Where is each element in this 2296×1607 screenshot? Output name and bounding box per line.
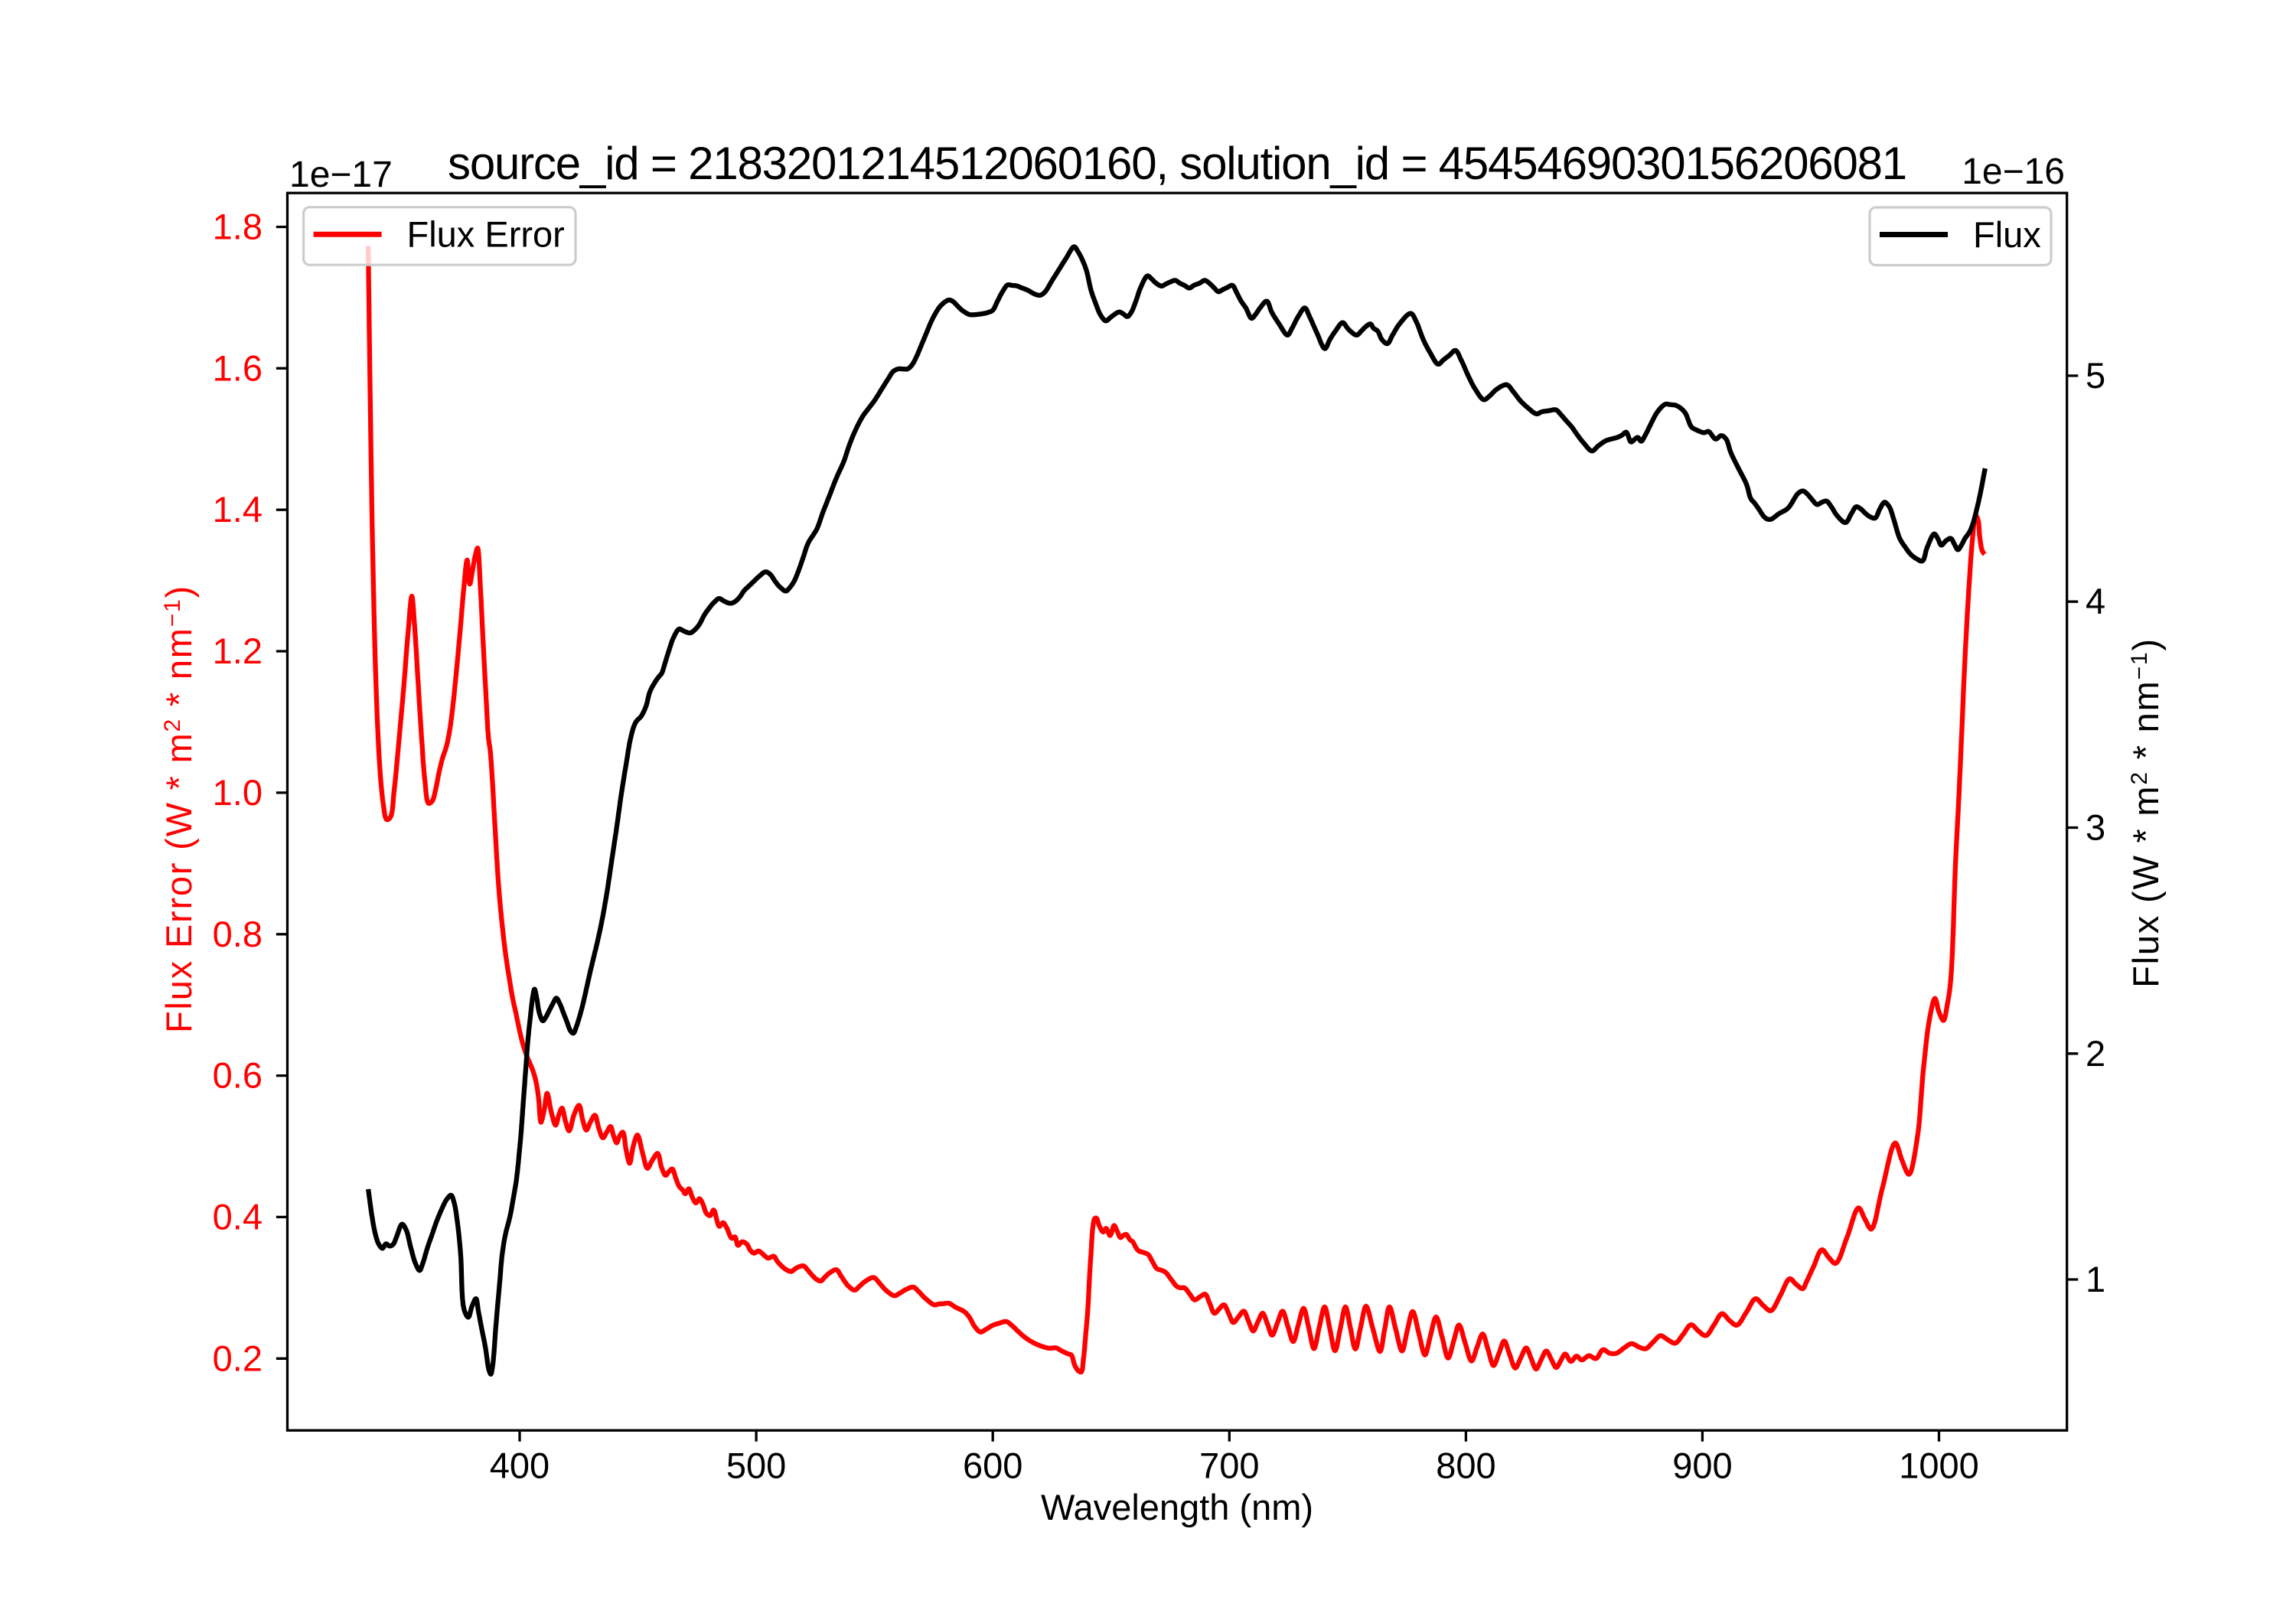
svg-text:1.4: 1.4 xyxy=(213,489,263,530)
svg-text:5: 5 xyxy=(2086,355,2105,396)
svg-text:1.6: 1.6 xyxy=(213,347,263,388)
svg-text:1.0: 1.0 xyxy=(213,772,263,813)
svg-text:0.4: 0.4 xyxy=(213,1196,263,1237)
svg-text:1.2: 1.2 xyxy=(213,631,263,671)
svg-text:500: 500 xyxy=(726,1446,786,1486)
svg-text:1.8: 1.8 xyxy=(213,207,263,247)
svg-text:Wavelength (nm): Wavelength (nm) xyxy=(1041,1487,1313,1527)
svg-text:0.6: 0.6 xyxy=(213,1055,263,1096)
svg-text:400: 400 xyxy=(490,1446,550,1486)
svg-text:Flux (W * m2 * nm−1): Flux (W * m2 * nm−1) xyxy=(2125,637,2166,988)
svg-text:600: 600 xyxy=(963,1446,1022,1486)
svg-text:1000: 1000 xyxy=(1899,1446,1979,1486)
svg-text:1e−17: 1e−17 xyxy=(289,155,393,195)
svg-text:Flux: Flux xyxy=(1973,214,2041,255)
svg-text:1: 1 xyxy=(2086,1259,2105,1299)
svg-text:4: 4 xyxy=(2086,581,2105,621)
svg-text:Flux Error: Flux Error xyxy=(407,214,565,255)
svg-text:3: 3 xyxy=(2086,807,2105,848)
svg-text:0.8: 0.8 xyxy=(213,914,263,954)
svg-text:source_id = 218320121451206016: source_id = 2183201214512060160, solutio… xyxy=(448,138,1906,189)
svg-text:900: 900 xyxy=(1672,1446,1732,1486)
svg-text:Flux Error (W * m2 * nm−1): Flux Error (W * m2 * nm−1) xyxy=(158,585,199,1033)
svg-text:1e−16: 1e−16 xyxy=(1962,152,2065,192)
svg-text:0.2: 0.2 xyxy=(213,1338,263,1378)
svg-text:800: 800 xyxy=(1436,1446,1495,1486)
svg-text:2: 2 xyxy=(2086,1033,2105,1074)
svg-text:700: 700 xyxy=(1199,1446,1259,1486)
